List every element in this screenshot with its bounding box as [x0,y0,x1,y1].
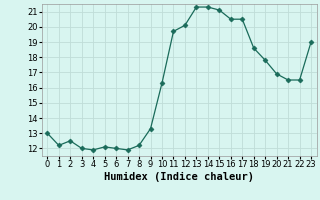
X-axis label: Humidex (Indice chaleur): Humidex (Indice chaleur) [104,172,254,182]
